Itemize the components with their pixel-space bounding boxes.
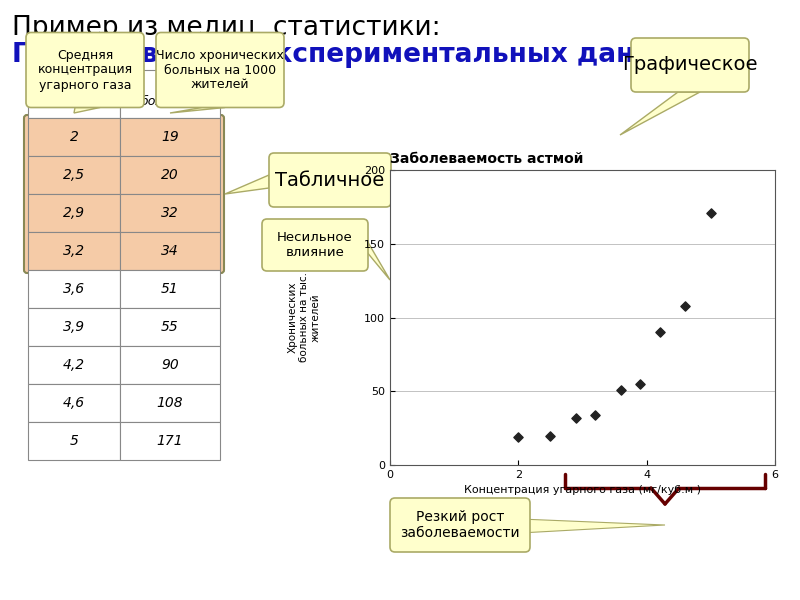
Point [678,301,691,311]
Point [614,385,627,395]
FancyBboxPatch shape [28,346,120,384]
Polygon shape [620,92,700,135]
FancyBboxPatch shape [28,422,120,460]
Text: Представление экспериментальных данных: Представление экспериментальных данных [12,42,694,68]
FancyBboxPatch shape [262,219,368,271]
Text: 3,9: 3,9 [63,320,85,334]
Text: 171: 171 [157,434,183,448]
FancyBboxPatch shape [28,194,120,232]
FancyBboxPatch shape [28,70,120,118]
Text: 51: 51 [161,282,179,296]
Text: 32: 32 [161,206,179,220]
Text: Графическое: Графическое [622,55,758,74]
FancyBboxPatch shape [28,270,120,308]
FancyBboxPatch shape [28,232,120,270]
Point [705,208,718,218]
Text: 19: 19 [161,130,179,144]
FancyBboxPatch shape [28,384,120,422]
Point [589,410,602,419]
FancyBboxPatch shape [120,308,220,346]
Text: 90: 90 [161,358,179,372]
FancyBboxPatch shape [120,346,220,384]
Polygon shape [74,107,100,113]
FancyBboxPatch shape [390,498,530,552]
FancyBboxPatch shape [120,156,220,194]
Text: Несильное
влияние: Несильное влияние [277,231,353,259]
Text: Число хронических
больных на 1000
жителей: Число хронических больных на 1000 жителе… [156,49,284,91]
Point [653,328,666,337]
FancyBboxPatch shape [120,118,220,156]
Point [512,432,525,442]
FancyBboxPatch shape [26,32,144,107]
Text: Табличное: Табличное [275,170,385,190]
FancyBboxPatch shape [120,70,220,118]
FancyBboxPatch shape [631,38,749,92]
Text: 20: 20 [161,168,179,182]
FancyBboxPatch shape [120,232,220,270]
Text: 2,9: 2,9 [63,206,85,220]
FancyBboxPatch shape [120,194,220,232]
FancyBboxPatch shape [156,32,284,107]
Text: 3,2: 3,2 [63,244,85,258]
FancyBboxPatch shape [28,118,120,156]
Text: 5: 5 [70,434,78,448]
FancyBboxPatch shape [120,270,220,308]
Text: 3,6: 3,6 [63,282,85,296]
FancyBboxPatch shape [24,115,224,273]
Polygon shape [170,107,225,113]
Polygon shape [225,175,269,194]
Text: 4,6: 4,6 [63,396,85,410]
Text: 2,5: 2,5 [63,168,85,182]
Text: P,
бол./тыс.: P, бол./тыс. [140,80,200,108]
Text: C,
мг/м³: C, мг/м³ [57,80,91,108]
FancyBboxPatch shape [28,156,120,194]
Text: Резкий рост
заболеваемости: Резкий рост заболеваемости [400,510,520,540]
Text: Средняя
концентрация
угарного газа: Средняя концентрация угарного газа [38,49,133,91]
Text: 4,2: 4,2 [63,358,85,372]
FancyBboxPatch shape [120,384,220,422]
Text: 108: 108 [157,396,183,410]
Text: Пример из медиц. статистики:: Пример из медиц. статистики: [12,15,441,41]
FancyBboxPatch shape [28,308,120,346]
Text: 55: 55 [161,320,179,334]
X-axis label: Концентрация угарного газа (мг/куб.м ): Концентрация угарного газа (мг/куб.м ) [464,485,701,496]
Point [544,431,557,440]
FancyBboxPatch shape [269,153,391,207]
Text: 34: 34 [161,244,179,258]
Text: Заболеваемость астмой: Заболеваемость астмой [390,152,583,166]
Point [634,379,646,389]
Text: 2: 2 [70,130,78,144]
FancyBboxPatch shape [120,422,220,460]
Point [570,413,582,422]
Polygon shape [366,239,390,280]
Y-axis label: Хронических
больных на тыс.
жителей: Хронических больных на тыс. жителей [287,272,321,362]
Polygon shape [520,519,665,533]
